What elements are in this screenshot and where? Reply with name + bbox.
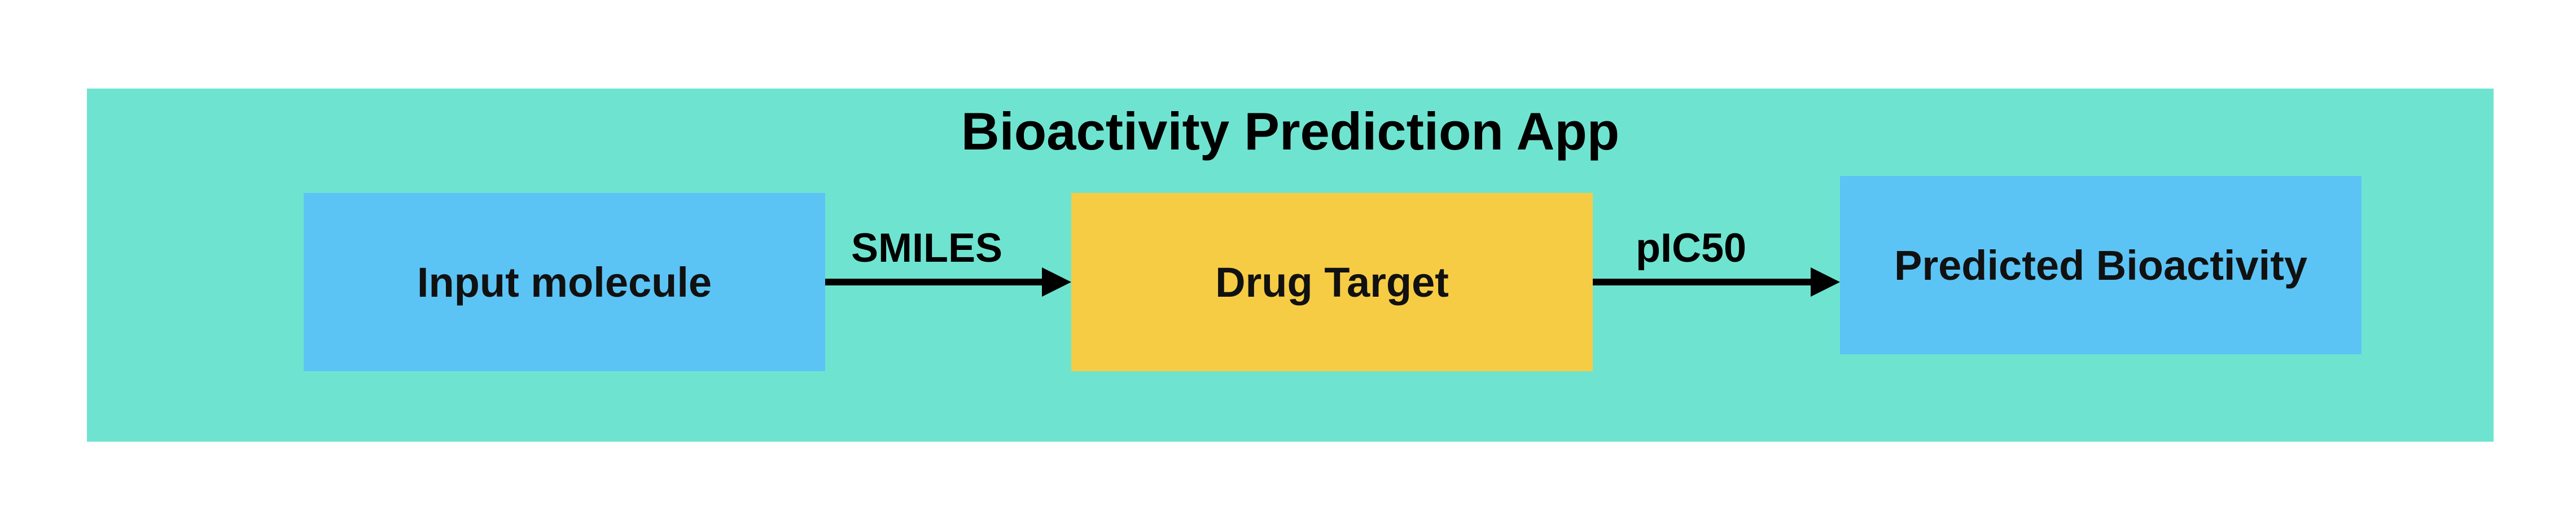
pic50-edge-label: pIC50 — [1636, 226, 1747, 271]
drug-target-label: Drug Target — [1215, 258, 1449, 306]
smiles-edge-label: SMILES — [851, 226, 1003, 271]
diagram-title: Bioactivity Prediction App — [961, 102, 1620, 161]
input-molecule-label: Input molecule — [417, 258, 712, 306]
predicted-bioactivity-label: Predicted Bioactivity — [1894, 241, 2307, 289]
input-molecule-node: Input molecule — [304, 193, 825, 371]
predicted-bioactivity-node: Predicted Bioactivity — [1840, 176, 2362, 354]
drug-target-node: Drug Target — [1071, 193, 1593, 371]
